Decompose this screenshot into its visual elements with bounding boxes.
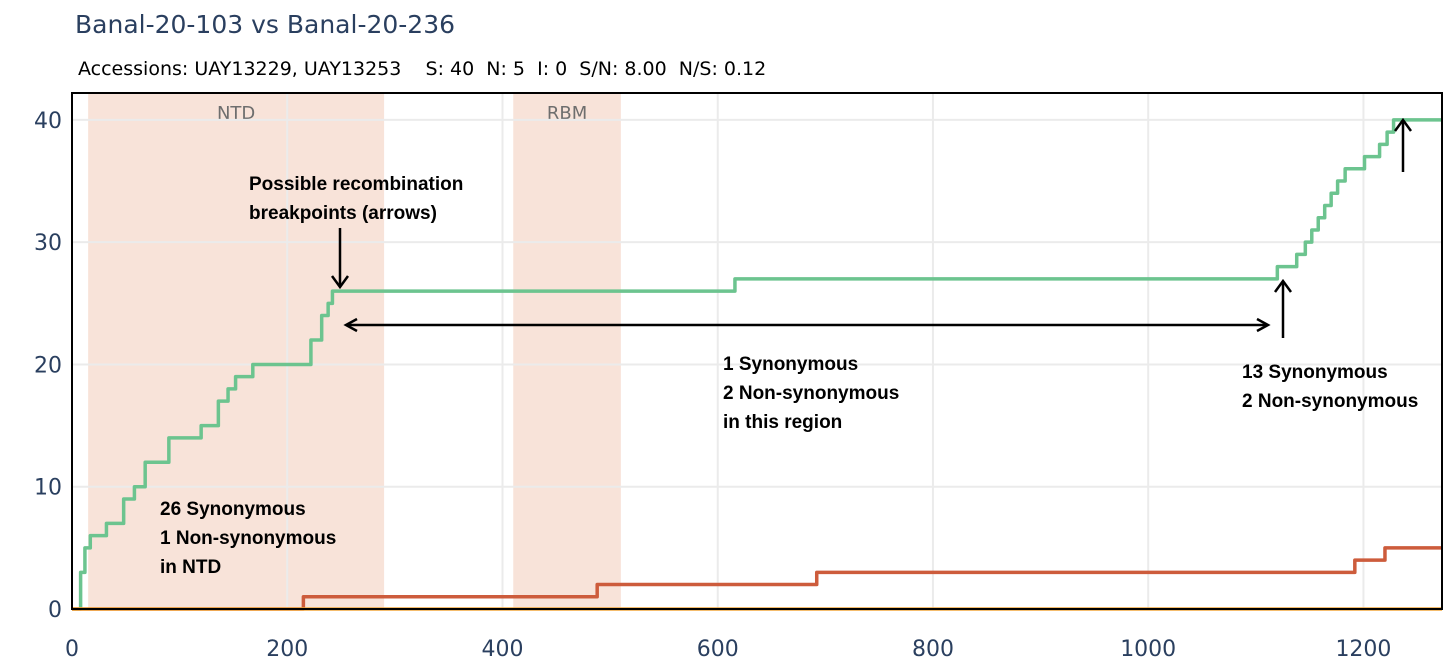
breakpoint-arrow-2-head	[1273, 278, 1293, 293]
annotation-ntd: 26 Synonymous 1 Non-synonymous in NTD	[160, 499, 342, 578]
x-tick-label: 200	[266, 637, 308, 662]
y-tick-label: 10	[34, 476, 62, 501]
y-tick-label: 30	[34, 231, 62, 256]
x-tick-label: 1000	[1120, 637, 1176, 662]
region-label-rbm: RBM	[547, 103, 587, 124]
breakpoint-arrow-3-head	[1393, 117, 1413, 132]
x-tick-label: 600	[697, 637, 739, 662]
annotation-breakpoints: Possible recombination breakpoints (arro…	[249, 174, 469, 224]
region-span-arrow-right-head	[1256, 317, 1271, 333]
x-tick-label: 0	[65, 637, 79, 662]
x-tick-label: 400	[481, 637, 523, 662]
chart-title: Banal-20-103 vs Banal-20-236	[75, 10, 456, 39]
annotation-end-region: 13 Synonymous 2 Non-synonymous	[1242, 362, 1418, 412]
axis-ticks: 0 200 400 600 800 1000 1200 0 10 20 30 40	[34, 109, 1391, 662]
series-line-1	[72, 546, 1442, 611]
region-span-arrow-left-head	[343, 317, 358, 333]
region-rbm	[513, 93, 621, 609]
chart-subtitle: Accessions: UAY13229, UAY13253 S: 40 N: …	[78, 58, 767, 80]
y-tick-label: 20	[34, 353, 62, 378]
region-ntd	[88, 93, 385, 609]
highlight-regions: NTD RBM	[88, 93, 621, 609]
x-tick-label: 800	[912, 637, 954, 662]
y-tick-label: 40	[34, 109, 62, 134]
annotation-arrows	[330, 117, 1413, 338]
x-tick-label: 1200	[1335, 637, 1391, 662]
annotation-middle-region: 1 Synonymous 2 Non-synonymous in this re…	[723, 354, 905, 433]
y-tick-label: 0	[48, 598, 62, 623]
breakpoint-arrow-1-head	[330, 275, 350, 290]
series-line-0	[72, 118, 1442, 611]
region-label-ntd: NTD	[217, 103, 255, 124]
plot-frame	[71, 92, 1443, 610]
